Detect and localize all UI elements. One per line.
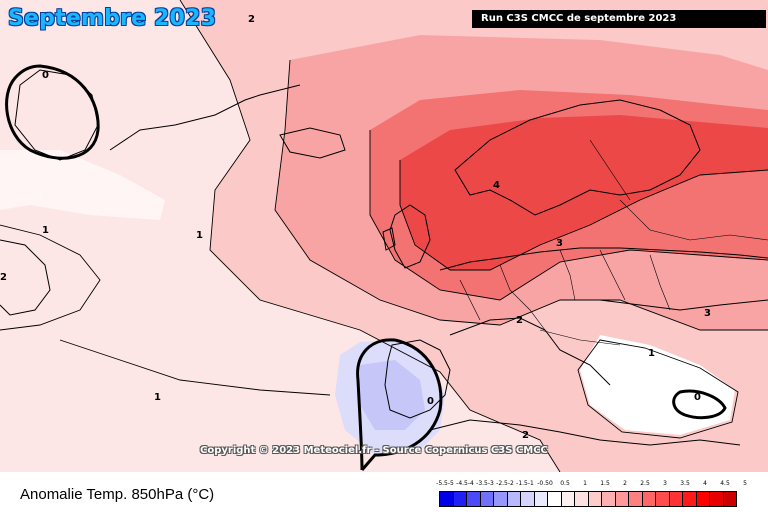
legend-swatch	[560, 491, 575, 507]
zero-contour-turkey	[672, 389, 727, 420]
contour-1-east	[179, 0, 561, 472]
legend-tick-label: -4.5-4	[456, 480, 474, 487]
anomaly-map: 2 0 1 1 2 4 3 2 3 1 1 0 0 2	[0, 0, 768, 472]
variable-label: Anomalie Temp. 850hPa (°C)	[20, 486, 215, 503]
legend-ticks: -5.5-5 -4.5-4 -3.5-3 -2.5-2 -1.5-1 -0.50 0.5 1 1…	[436, 480, 759, 490]
border-3	[559, 249, 576, 301]
legend-tick-label: 4.5	[720, 480, 730, 487]
legend-tick-label: 5	[743, 480, 747, 487]
contour-label: 4	[493, 180, 500, 191]
copyright-notice: Copyright © 2023 Meteociel.fr - Source C…	[200, 445, 548, 456]
coast-greenland	[14, 69, 99, 161]
border-1	[459, 279, 481, 321]
legend-swatch	[641, 491, 656, 507]
contour-label: 1	[42, 225, 49, 236]
contour-label: 0	[42, 70, 49, 81]
legend-swatch	[439, 491, 454, 507]
border-8	[589, 139, 631, 201]
contour-3	[369, 130, 768, 301]
run-label: Run C3S CMCC de septembre 2023	[472, 10, 766, 28]
coast-scandinavia	[454, 99, 701, 216]
footer-bar: Anomalie Temp. 850hPa (°C) -5.5-5 -4.5-4-…	[0, 472, 768, 512]
contour-label: 1	[648, 348, 655, 359]
zero-contour-iberia	[356, 338, 443, 471]
legend-tick-label: 2.5	[640, 480, 650, 487]
legend-swatch	[574, 491, 589, 507]
coast-north-europe	[439, 247, 768, 271]
legend-swatch	[628, 491, 643, 507]
contour-1-south	[59, 339, 331, 396]
contour-label: 3	[556, 238, 563, 249]
contour-label: 0	[694, 392, 701, 403]
zero-contour-greenland	[5, 64, 100, 160]
legend-tick-label: -2.5-2	[496, 480, 514, 487]
field-patch-mediterranean-white	[580, 335, 735, 435]
isotherm-contours	[0, 0, 768, 472]
legend-tick-label: -5.5-5	[436, 480, 454, 487]
contour-label: 1	[154, 392, 161, 403]
border-2	[499, 264, 546, 331]
coast-ireland	[382, 227, 396, 251]
legend-swatch	[506, 491, 521, 507]
coast-canada	[0, 239, 51, 316]
legend-swatch	[668, 491, 683, 507]
border-4	[599, 249, 626, 301]
legend-tick-label: 2	[623, 480, 627, 487]
contour-label: 2	[522, 430, 529, 441]
contour-label: 2	[0, 272, 7, 283]
legend-swatch	[614, 491, 629, 507]
contour-labels: 2 0 1 1 2 4 3 2 3 1 1 0 0 2	[0, 14, 711, 441]
legend-swatch	[587, 491, 602, 507]
contour-label: 0	[427, 396, 434, 407]
contour-label: 3	[704, 308, 711, 319]
country-borders	[459, 139, 768, 346]
contour-1-mediterranean	[577, 339, 739, 439]
contour-label: 1	[196, 230, 203, 241]
coast-britain	[389, 204, 431, 269]
legend-swatches	[439, 491, 737, 507]
legend-tick-label: 4	[703, 480, 707, 487]
legend-swatch	[452, 491, 467, 507]
contour-label: 2	[516, 315, 523, 326]
legend-swatch	[695, 491, 710, 507]
legend-tick-label: -3.5-3	[476, 480, 494, 487]
border-6	[619, 199, 768, 241]
legend-swatch	[655, 491, 670, 507]
coast-iceland-arctic	[109, 84, 301, 151]
zero-contours	[5, 64, 727, 471]
legend-tick-label: -0.50	[537, 480, 553, 487]
field-negative-core	[360, 360, 425, 430]
legend-tick-label: 0.5	[560, 480, 570, 487]
coast-north-africa	[429, 419, 741, 446]
legend-swatch	[709, 491, 724, 507]
color-scale-legend: -5.5-5 -4.5-4 -3.5-3 -2.5-2 -1.5-1 -0.50 0.5 1 1…	[436, 480, 759, 508]
contour-1-west	[0, 224, 101, 331]
legend-tick-label: 3	[663, 480, 667, 487]
legend-swatch	[520, 491, 535, 507]
contour-2	[274, 59, 768, 331]
legend-swatch	[722, 491, 737, 507]
border-5	[649, 254, 671, 311]
legend-tick-label: -1.5-1	[516, 480, 534, 487]
legend-tick-label: 1.5	[600, 480, 610, 487]
contour-label: 2	[248, 14, 255, 25]
legend-swatch	[466, 491, 481, 507]
legend-swatch	[547, 491, 562, 507]
legend-swatch	[682, 491, 697, 507]
legend-swatch	[601, 491, 616, 507]
legend-swatch	[493, 491, 508, 507]
coastlines	[0, 69, 768, 446]
map-title: Septembre 2023	[8, 6, 217, 31]
legend-tick-label: 1	[583, 480, 587, 487]
coast-iberia	[384, 339, 451, 419]
border-7	[539, 329, 621, 346]
field-patch-atlantic-light	[0, 150, 165, 220]
legend-tick-label: 3.5	[680, 480, 690, 487]
legend-swatch	[479, 491, 494, 507]
coast-iceland	[279, 127, 346, 159]
contour-4	[399, 160, 768, 271]
legend-swatch	[533, 491, 548, 507]
